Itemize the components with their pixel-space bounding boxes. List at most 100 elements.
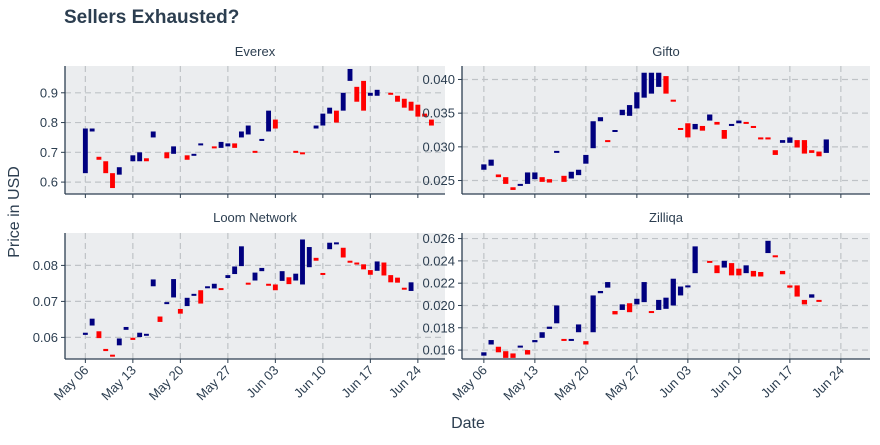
candle-bar: [266, 110, 272, 132]
candle-bar: [794, 285, 800, 297]
candle-bar: [510, 353, 516, 358]
candle-bar: [488, 159, 494, 166]
candle-bar: [164, 152, 170, 159]
candle-bar: [787, 285, 793, 288]
candle-bar: [327, 242, 333, 250]
candle-bar: [374, 261, 380, 271]
candle-bar: [103, 348, 109, 352]
candle-bar: [130, 155, 136, 162]
candle-bar: [583, 341, 589, 345]
candle-bar: [641, 72, 647, 98]
y-axis-label: Price in USD: [6, 166, 23, 258]
candle-bar: [191, 153, 197, 156]
candle-bar: [503, 351, 509, 358]
candle-bar: [794, 140, 800, 148]
y-tick-label: 0.022: [422, 276, 455, 291]
candle-bar: [272, 284, 278, 291]
candle-bar: [750, 125, 757, 128]
candle-bar: [157, 316, 163, 322]
y-tick-label: 0.07: [33, 294, 58, 309]
candle-bar: [191, 293, 197, 296]
candle-bar: [568, 171, 574, 179]
y-tick-label: 0.7: [40, 145, 58, 160]
candle-bar: [517, 183, 523, 186]
candle-bar: [238, 131, 244, 138]
y-tick-label: 0.035: [422, 106, 455, 121]
facet-panel: Zilliqa 0.016 0.018 0.020 0.022 0.024 0.026 May…: [422, 210, 870, 403]
candle-bar: [347, 260, 353, 263]
candle-bar: [575, 324, 582, 333]
candle-bar: [590, 121, 596, 149]
candle-bar: [232, 266, 238, 275]
candle-bar: [692, 123, 698, 130]
facet-label: Everex: [235, 44, 276, 59]
candle-bar: [699, 125, 706, 131]
candle-bar: [96, 331, 102, 339]
candle-bar: [554, 305, 560, 324]
candle-bar: [707, 114, 713, 121]
candle-bar: [801, 299, 808, 305]
candle-bar: [816, 151, 822, 157]
candle-bar: [408, 282, 414, 291]
x-tick-label: May 20: [551, 363, 592, 404]
x-tick-label: May 13: [500, 363, 541, 404]
candle-bar: [327, 107, 333, 114]
candle-bar: [211, 283, 217, 289]
candle-bar: [663, 76, 669, 94]
candle-bar: [721, 260, 727, 268]
y-tick-label: 0.026: [422, 231, 455, 246]
candle-bar: [743, 121, 749, 124]
candle-bar: [116, 167, 122, 175]
y-tick-label: 0.018: [422, 320, 455, 335]
candle-bar: [225, 143, 231, 147]
candle-bar: [211, 146, 217, 149]
facet-label: Loom Network: [213, 210, 297, 225]
candle-bar: [272, 119, 278, 129]
y-tick-label: 0.016: [422, 343, 455, 358]
candle-bar: [367, 92, 373, 96]
candle-bar: [82, 128, 88, 174]
candle-bar: [481, 164, 487, 170]
candle-bar: [561, 338, 567, 341]
candle-bar: [495, 346, 502, 353]
candle-bar: [388, 92, 394, 95]
candle-bar: [707, 260, 713, 263]
x-tick-label: May 13: [98, 363, 139, 404]
candle-bar: [401, 98, 407, 108]
candle-bar: [736, 268, 742, 276]
candle-bar: [809, 150, 815, 153]
candle-bar: [259, 267, 265, 272]
x-tick-label: Jun 24: [809, 363, 847, 401]
y-tick-label: 0.030: [422, 139, 455, 154]
candle-bar: [89, 318, 95, 326]
candle-bar: [320, 272, 326, 275]
candle-bar: [546, 326, 553, 329]
candle-bar: [583, 154, 589, 164]
candle-bar: [743, 265, 749, 274]
candle-bar: [82, 332, 88, 335]
candle-bar: [279, 271, 285, 281]
candle-bar: [367, 270, 373, 275]
chart-title: Sellers Exhausted?: [64, 7, 239, 28]
candle-bar: [721, 130, 727, 139]
candle-bar: [765, 240, 771, 254]
candle-bar: [143, 158, 149, 162]
candle-bar: [641, 282, 647, 303]
candle-bar: [524, 172, 531, 184]
candle-bar: [816, 299, 822, 302]
candle-bar: [300, 239, 305, 285]
candle-bar: [333, 110, 339, 123]
candle-bar: [779, 140, 786, 143]
x-tick-label: Jun 17: [758, 363, 796, 401]
facet-panel: Gifto 0.025 0.030 0.035 0.040: [422, 44, 870, 198]
candle-bar: [361, 264, 367, 270]
y-tick-label: 0.8: [40, 115, 58, 130]
candle-bar: [354, 86, 360, 102]
candle-bar: [677, 127, 684, 130]
candle-bar: [495, 174, 502, 178]
candle-bar: [143, 333, 149, 336]
candle-bar: [539, 332, 545, 338]
candle-bar: [758, 137, 764, 140]
candle-bar: [605, 140, 611, 143]
candle-bar: [619, 304, 625, 310]
